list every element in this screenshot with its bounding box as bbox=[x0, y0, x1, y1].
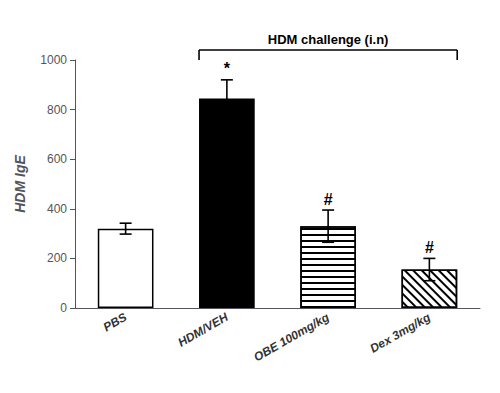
svg-text:400: 400 bbox=[47, 202, 67, 216]
svg-text:#: # bbox=[324, 191, 333, 208]
svg-text:OBE 100mg/kg: OBE 100mg/kg bbox=[251, 310, 332, 365]
svg-text:HDM IgE: HDM IgE bbox=[12, 155, 28, 213]
svg-text:HDM challenge (i.n): HDM challenge (i.n) bbox=[268, 32, 389, 47]
svg-text:800: 800 bbox=[47, 103, 67, 117]
svg-text:*: * bbox=[224, 60, 231, 77]
svg-text:#: # bbox=[425, 239, 434, 256]
svg-text:PBS: PBS bbox=[101, 310, 129, 334]
svg-text:HDM/VEH: HDM/VEH bbox=[176, 310, 231, 350]
svg-text:Dex 3mg/kg: Dex 3mg/kg bbox=[368, 310, 434, 356]
svg-text:600: 600 bbox=[47, 152, 67, 166]
svg-text:200: 200 bbox=[47, 251, 67, 265]
svg-text:0: 0 bbox=[60, 301, 67, 315]
svg-text:1000: 1000 bbox=[40, 53, 67, 67]
